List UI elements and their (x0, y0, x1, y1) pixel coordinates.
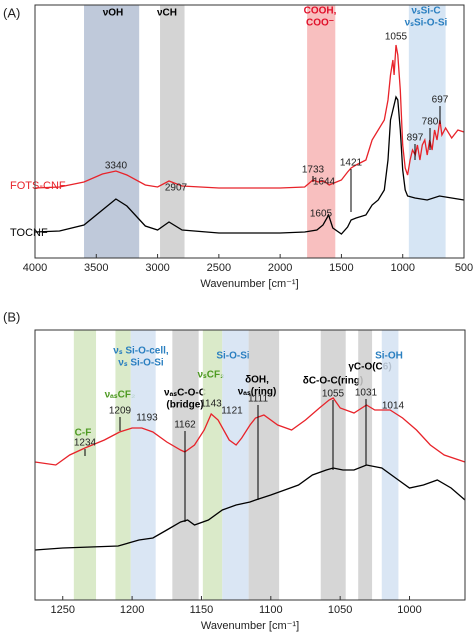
spectrum-line (34, 397, 466, 466)
band (381, 330, 399, 600)
x-tick-label: 1100 (259, 604, 283, 616)
band-label: νₛSi-C (411, 6, 440, 17)
band-label: νOH (103, 8, 124, 19)
peak-label: 780 (422, 117, 439, 128)
x-tick-label: 1050 (328, 604, 352, 616)
x-tick-label: 4000 (23, 262, 47, 274)
x-tick-label: 1000 (397, 604, 421, 616)
x-axis-title: Wavenumber [cm⁻¹] (201, 620, 299, 632)
peak-label: 2907 (165, 183, 188, 194)
x-tick-label: 2000 (268, 262, 292, 274)
plot-frame (34, 4, 465, 259)
x-tick-label: 2500 (207, 262, 231, 274)
peak-label: 1644 (313, 177, 336, 188)
band-label: νCH (157, 8, 177, 19)
peak-label: 3340 (105, 161, 128, 172)
peak-label: 1605 (310, 209, 333, 220)
peak-label: 1234 (74, 438, 97, 449)
x-tick-label: 500 (455, 262, 473, 274)
band (130, 330, 156, 600)
band (73, 330, 97, 600)
peak-label: 697 (432, 95, 449, 106)
band-label: (bridge) (166, 400, 203, 411)
x-tick-label: 1200 (120, 604, 144, 616)
band (202, 330, 223, 600)
x-tick-label: 3000 (145, 262, 169, 274)
peak-label: 1055 (385, 32, 408, 43)
spectrum-line (34, 464, 466, 551)
x-tick-label: 1500 (329, 262, 353, 274)
peak-label: 1733 (302, 165, 325, 176)
band (248, 330, 280, 600)
series-label: TOCNF (10, 227, 48, 239)
band (222, 330, 249, 600)
panel-label: (A) (3, 5, 20, 20)
peak-label: 1014 (382, 401, 405, 412)
band (115, 330, 131, 600)
x-tick-label: 3500 (84, 262, 108, 274)
spectrum-line (34, 95, 465, 235)
peak-label: 1193 (136, 413, 158, 424)
band-label: Si-OH (375, 351, 403, 362)
band-label: γC-O(C6) (348, 362, 391, 373)
band (307, 5, 336, 258)
band-label: δOH, (245, 375, 269, 386)
x-tick-label: 1000 (390, 262, 414, 274)
band (408, 5, 446, 258)
peak-label: 1055 (322, 389, 345, 400)
panel-label: (B) (3, 309, 20, 324)
band (160, 5, 185, 258)
band-label: νₐₛC-O-C (164, 388, 206, 399)
peak-label: 897 (407, 133, 424, 144)
peak-label: 1121 (221, 406, 243, 417)
band (84, 5, 140, 258)
band-label: δC-O-C(ring) (303, 376, 364, 387)
peak-label: 1143 (200, 399, 222, 410)
x-axis-title: Wavenumber [cm⁻¹] (200, 278, 298, 290)
band-label: νₛSi-O-Si (405, 18, 448, 29)
peak-label: 1421 (340, 158, 363, 169)
band-label: νₐₛ(ring) (238, 387, 277, 398)
x-tick-label: 1150 (190, 604, 214, 616)
band-label: Si-O-Si (216, 351, 250, 362)
peak-label: 1162 (174, 420, 196, 431)
band-label: COOH, (304, 6, 337, 17)
band-label: νₛ Si-O-cell, (113, 346, 169, 357)
series-label: FOTS-CNF (10, 180, 66, 192)
band-label: COO⁻ (306, 18, 334, 29)
x-tick-label: 1250 (50, 604, 74, 616)
band-label: νₛ Si-O-Si (118, 358, 164, 369)
peak-label: 1209 (109, 406, 132, 417)
peak-label: 1031 (355, 388, 378, 399)
band-label: C-F (75, 428, 92, 439)
band-label: νₐₛCF₂ (105, 390, 136, 401)
peak-label: 1111 (248, 394, 268, 405)
plot-frame (34, 329, 466, 601)
band-label: νₛCF₂ (197, 370, 224, 381)
